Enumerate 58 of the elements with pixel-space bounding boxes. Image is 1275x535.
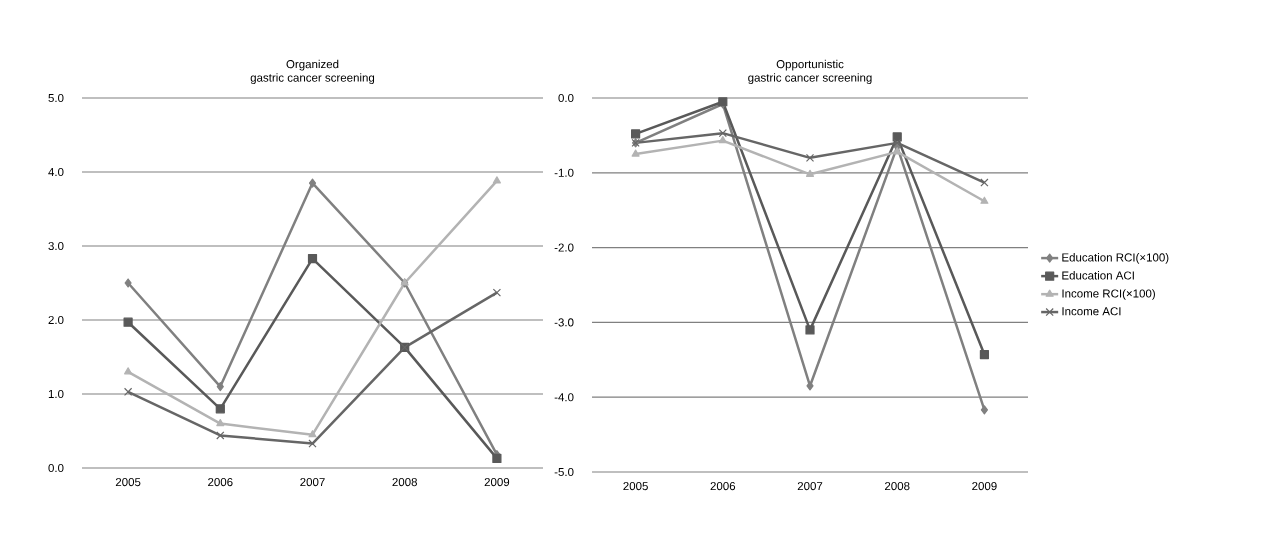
x-tick-label: 2005 bbox=[115, 478, 141, 487]
x-tick-label: 2006 bbox=[208, 478, 233, 487]
point bbox=[806, 381, 814, 391]
x-tick-label: 2007 bbox=[797, 482, 823, 491]
chart-title: Organized bbox=[286, 59, 339, 71]
y-tick-label: 1.0 bbox=[48, 389, 64, 399]
y-tick-label: -4.0 bbox=[554, 393, 574, 402]
y-tick-label: 2.0 bbox=[48, 315, 64, 325]
y-tick-label: 4.0 bbox=[48, 167, 64, 177]
point bbox=[492, 288, 502, 297]
y-tick-label: 0.0 bbox=[48, 463, 64, 473]
point bbox=[805, 153, 815, 162]
legend-label: Education RCI(×100) bbox=[1062, 253, 1169, 264]
x-tick-label: 2009 bbox=[484, 478, 510, 487]
point bbox=[308, 430, 317, 438]
point bbox=[492, 176, 501, 184]
point bbox=[215, 404, 225, 414]
point bbox=[980, 196, 989, 204]
point bbox=[123, 387, 133, 396]
point bbox=[308, 178, 317, 188]
point bbox=[307, 253, 318, 264]
chart-subtitle: gastric cancer screening bbox=[250, 73, 375, 84]
point bbox=[893, 138, 902, 148]
y-tick-label: 0.0 bbox=[558, 93, 574, 103]
y-tick-label: 3.0 bbox=[48, 241, 64, 251]
x-tick-label: 2007 bbox=[300, 478, 325, 487]
x-tick-label: 2008 bbox=[884, 482, 910, 491]
legend-label: Income RCI(×100) bbox=[1062, 289, 1155, 300]
point bbox=[124, 367, 133, 375]
point bbox=[631, 149, 640, 157]
point bbox=[718, 136, 727, 144]
y-tick-label: -5.0 bbox=[554, 467, 574, 477]
point bbox=[805, 169, 815, 177]
point bbox=[980, 178, 989, 187]
chart-title: Opportunistic bbox=[776, 59, 844, 71]
point bbox=[979, 349, 990, 360]
chart-subtitle: gastric cancer screening bbox=[748, 73, 872, 84]
point bbox=[216, 431, 225, 440]
y-tick-label: -3.0 bbox=[554, 318, 574, 327]
legend-label: Income ACI bbox=[1062, 307, 1121, 316]
point bbox=[216, 382, 224, 392]
y-tick-label: -1.0 bbox=[554, 168, 574, 177]
point bbox=[805, 325, 815, 335]
point bbox=[308, 439, 317, 448]
point bbox=[123, 317, 133, 327]
point bbox=[216, 419, 225, 427]
y-tick-label: 5.0 bbox=[48, 93, 64, 103]
point bbox=[980, 405, 989, 415]
point bbox=[718, 129, 727, 138]
point bbox=[124, 278, 132, 288]
point bbox=[892, 132, 902, 142]
x-tick-label: 2009 bbox=[972, 482, 997, 491]
y-tick-label: -2.0 bbox=[554, 243, 574, 252]
x-tick-label: 2005 bbox=[623, 482, 648, 491]
point bbox=[631, 129, 641, 139]
x-tick-label: 2006 bbox=[710, 482, 736, 491]
legend-label: Education ACI bbox=[1062, 271, 1134, 280]
x-tick-label: 2008 bbox=[392, 478, 417, 487]
